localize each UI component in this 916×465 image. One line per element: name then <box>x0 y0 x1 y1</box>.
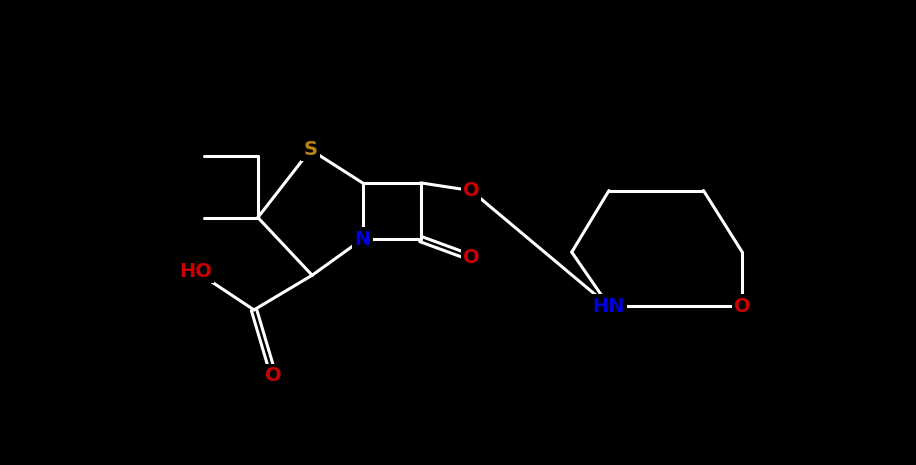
Text: HO: HO <box>180 262 213 281</box>
Text: O: O <box>463 248 479 267</box>
Text: N: N <box>354 230 371 249</box>
Text: O: O <box>734 297 750 316</box>
Text: O: O <box>463 181 479 200</box>
Text: O: O <box>265 366 282 385</box>
Text: HN: HN <box>593 297 626 316</box>
Text: S: S <box>303 140 318 159</box>
